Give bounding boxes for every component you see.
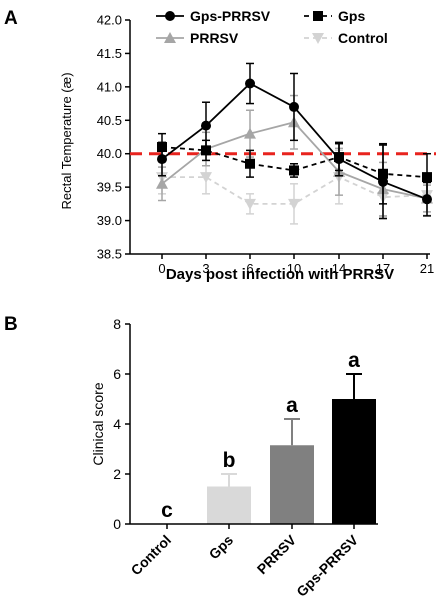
chart-a-x-tick-label: 17 bbox=[376, 261, 390, 276]
legend-label-gps-prrsv: Gps-PRRSV bbox=[190, 8, 271, 24]
chart-a-y-tick-label: 41.5 bbox=[97, 46, 122, 61]
chart-a-y-tick-label: 41.0 bbox=[97, 79, 122, 94]
data-point-control bbox=[200, 172, 212, 184]
x-tick-label: Gps-PRRSV bbox=[293, 531, 361, 599]
x-tick-label: Control bbox=[128, 532, 175, 579]
chart-a-y-tick-label: 42.0 bbox=[97, 13, 122, 28]
x-tick-label: PRRSV bbox=[254, 531, 300, 577]
data-point-gps bbox=[422, 172, 432, 183]
data-point-gps-prrsv bbox=[245, 78, 255, 89]
legend-marker-gps-prrsv bbox=[165, 11, 175, 21]
chart-a-y-tick-label: 39.0 bbox=[97, 213, 122, 228]
bar-gps bbox=[207, 486, 251, 524]
clinical-score-chart: c Control b Gps a PRRSV a Gps-PRRSV 0 2 4 6 8 bbox=[113, 316, 378, 600]
legend-label-gps: Gps bbox=[338, 8, 365, 24]
legend-marker-control bbox=[312, 33, 324, 44]
legend-marker-gps bbox=[313, 11, 323, 21]
chart-a-x-tick-label: 6 bbox=[246, 261, 253, 276]
panel-b-letter: B bbox=[4, 314, 18, 335]
legend-label-prrsv: PRRSV bbox=[190, 30, 239, 46]
temperature-chart: 38.5 39.0 39.5 40.0 40.5 41.0 41.5 42.0 0 3 6 10 14 1… bbox=[97, 8, 436, 276]
data-point-gps-prrsv bbox=[201, 120, 211, 131]
chart-a-y-tick-label: 38.5 bbox=[97, 247, 122, 262]
significance-letter: b bbox=[223, 449, 236, 472]
data-point-control bbox=[288, 198, 300, 210]
chart-b-y-tick-label: 6 bbox=[113, 366, 121, 382]
chart-a-y-axis-label: Rectal Temperature (æ) bbox=[59, 72, 74, 209]
data-point-control bbox=[244, 198, 256, 210]
chart-a-x-tick-label: 10 bbox=[287, 261, 301, 276]
chart-a-x-tick-label: 14 bbox=[332, 261, 346, 276]
x-tick-label: Gps bbox=[206, 532, 237, 563]
chart-a-y-tick-label: 40.0 bbox=[97, 146, 122, 161]
chart-b-y-tick-label: 2 bbox=[113, 466, 121, 482]
data-point-gps-prrsv bbox=[289, 101, 299, 112]
bar-prrsv bbox=[270, 445, 314, 524]
data-point-gps-prrsv bbox=[422, 194, 432, 205]
chart-b-y-tick-label: 0 bbox=[113, 516, 121, 532]
chart-b-y-tick-label: 8 bbox=[113, 316, 121, 332]
chart-a-x-tick-label: 21 bbox=[420, 261, 434, 276]
data-point-gps bbox=[245, 158, 255, 169]
bar-gps-prrsv bbox=[332, 399, 376, 524]
data-point-gps bbox=[289, 165, 299, 176]
significance-letter: a bbox=[348, 349, 360, 372]
chart-b-y-tick-label: 4 bbox=[113, 416, 121, 432]
legend-marker-prrsv bbox=[164, 32, 176, 43]
panel-a-letter: A bbox=[4, 8, 18, 29]
data-point-prrsv bbox=[244, 127, 256, 139]
data-point-gps bbox=[201, 145, 211, 156]
chart-a-y-tick-label: 40.5 bbox=[97, 113, 122, 128]
data-point-gps-prrsv bbox=[334, 154, 344, 165]
chart-a-x-tick-label: 0 bbox=[158, 261, 165, 276]
data-point-gps-prrsv bbox=[157, 154, 167, 165]
chart-a-x-axis-label: Days post infection with PRRSV bbox=[166, 266, 394, 283]
chart-a-y-tick-label: 39.5 bbox=[97, 180, 122, 195]
data-point-prrsv bbox=[156, 177, 168, 189]
significance-letter: a bbox=[286, 394, 298, 417]
legend-label-control: Control bbox=[338, 30, 388, 46]
data-point-gps-prrsv bbox=[378, 176, 388, 187]
significance-letter: c bbox=[161, 499, 173, 522]
chart-a-x-tick-label: 3 bbox=[202, 261, 209, 276]
chart-b-y-axis-label: Clinical score bbox=[90, 382, 106, 465]
